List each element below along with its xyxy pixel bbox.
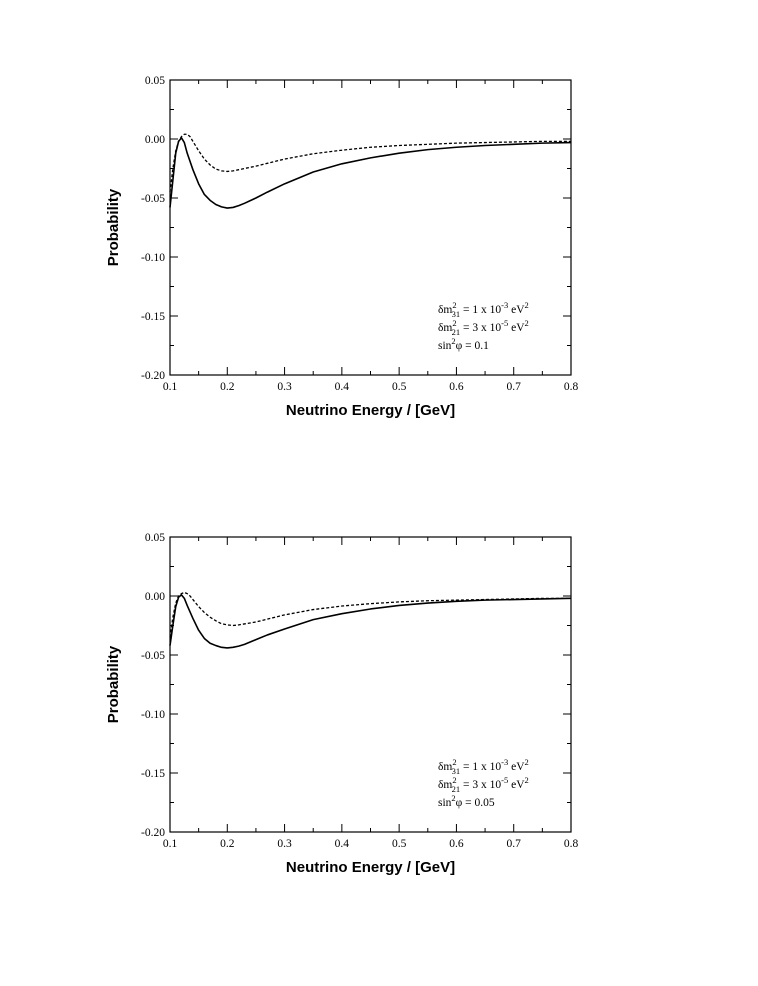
x-axis-title: Neutrino Energy / [GeV] [286, 859, 455, 876]
y-tick-label: -0.05 [141, 650, 165, 662]
annotation-base: δm [438, 304, 452, 316]
chart-panel-1: 0.1 0.2 0.3 0.4 0.5 0.6 0.7 0.8 0.05 0.00 -0.05 -0.… [105, 75, 578, 419]
annotation-subscript: 31 [452, 309, 461, 319]
x-tick-label: 0.5 [392, 838, 407, 850]
y-tick-label: 0.05 [145, 75, 165, 87]
annotation-subscript: 31 [452, 766, 461, 776]
x-tick-label: 0.1 [163, 381, 178, 393]
annotation-text: eV [508, 779, 525, 791]
annotation-superscript: -3 [501, 300, 508, 310]
x-tick-label: 0.8 [564, 838, 579, 850]
dashed-series-line [169, 133, 571, 193]
x-tick-label: 0.2 [220, 381, 235, 393]
annotation-superscript: 2 [452, 318, 456, 328]
chart-panel-2: 0.1 0.2 0.3 0.4 0.5 0.6 0.7 0.8 0.05 0.00 -0.05 -0.… [105, 532, 578, 876]
annotation-superscript: 2 [451, 793, 455, 803]
x-tick-label: 0.6 [449, 381, 464, 393]
annotation-base: δm [438, 761, 452, 773]
annotation-superscript: 2 [452, 775, 456, 785]
annotation-superscript: -5 [501, 775, 508, 785]
y-tick-label: 0.00 [145, 134, 165, 146]
annotation-text: = 1 x 10 [460, 304, 501, 316]
parameter-annotation-line: sin2φ = 0.05 [438, 793, 495, 809]
x-tick-label: 0.7 [507, 838, 522, 850]
solid-series-line [169, 137, 572, 209]
parameter-annotation-line: sin2φ = 0.1 [438, 336, 489, 352]
x-axis-title: Neutrino Energy / [GeV] [286, 402, 455, 419]
y-tick-label: -0.05 [141, 193, 165, 205]
annotation-text: eV [508, 761, 525, 773]
annotation-superscript: -3 [501, 757, 508, 767]
x-tick-label: 0.5 [392, 381, 407, 393]
annotation-subscript: 21 [452, 327, 461, 337]
x-tick-label: 0.2 [220, 838, 235, 850]
annotation-superscript: 2 [525, 775, 529, 785]
annotation-subscript: 21 [452, 784, 461, 794]
y-tick-label: -0.15 [141, 768, 165, 780]
annotation-base: δm [438, 322, 452, 334]
y-tick-label: -0.10 [141, 252, 165, 264]
parameter-annotation-line: δm2 31 = 1 x 10-3 eV2 [438, 757, 529, 776]
dashed-series-line [169, 591, 571, 638]
x-tick-label: 0.4 [335, 381, 350, 393]
annotation-superscript: 2 [525, 757, 529, 767]
annotation-text: φ = 0.1 [456, 340, 489, 352]
x-tick-label: 0.8 [564, 381, 579, 393]
x-tick-label: 0.3 [277, 838, 292, 850]
annotation-text: φ = 0.05 [456, 797, 495, 809]
annotation-base: sin [438, 797, 452, 809]
annotation-text: eV [508, 322, 525, 334]
annotation-text: = 3 x 10 [460, 322, 501, 334]
y-tick-label: 0.05 [145, 532, 165, 544]
annotation-base: δm [438, 779, 452, 791]
x-tick-label: 0.6 [449, 838, 464, 850]
parameter-annotation-line: δm2 21 = 3 x 10-5 eV2 [438, 775, 529, 794]
y-axis-title: Probability [105, 188, 122, 266]
y-tick-label: -0.20 [141, 370, 165, 382]
solid-series-line [169, 594, 572, 649]
annotation-superscript: 2 [452, 300, 456, 310]
x-tick-label: 0.7 [507, 381, 522, 393]
annotation-superscript: 2 [525, 318, 529, 328]
x-tick-label: 0.1 [163, 838, 178, 850]
annotation-superscript: -5 [501, 318, 508, 328]
y-tick-label: -0.15 [141, 311, 165, 323]
y-tick-label: -0.20 [141, 827, 165, 839]
annotation-base: sin [438, 340, 452, 352]
y-tick-label: 0.00 [145, 591, 165, 603]
annotation-superscript: 2 [452, 757, 456, 767]
annotation-superscript: 2 [525, 300, 529, 310]
annotation-text: = 1 x 10 [460, 761, 501, 773]
y-axis-title: Probability [105, 645, 122, 723]
x-tick-label: 0.3 [277, 381, 292, 393]
annotation-text: eV [508, 304, 525, 316]
annotation-superscript: 2 [451, 336, 455, 346]
x-tick-label: 0.4 [335, 838, 350, 850]
y-tick-label: -0.10 [141, 709, 165, 721]
parameter-annotation-line: δm2 21 = 3 x 10-5 eV2 [438, 318, 529, 337]
annotation-text: = 3 x 10 [460, 779, 501, 791]
parameter-annotation-line: δm2 31 = 1 x 10-3 eV2 [438, 300, 529, 319]
